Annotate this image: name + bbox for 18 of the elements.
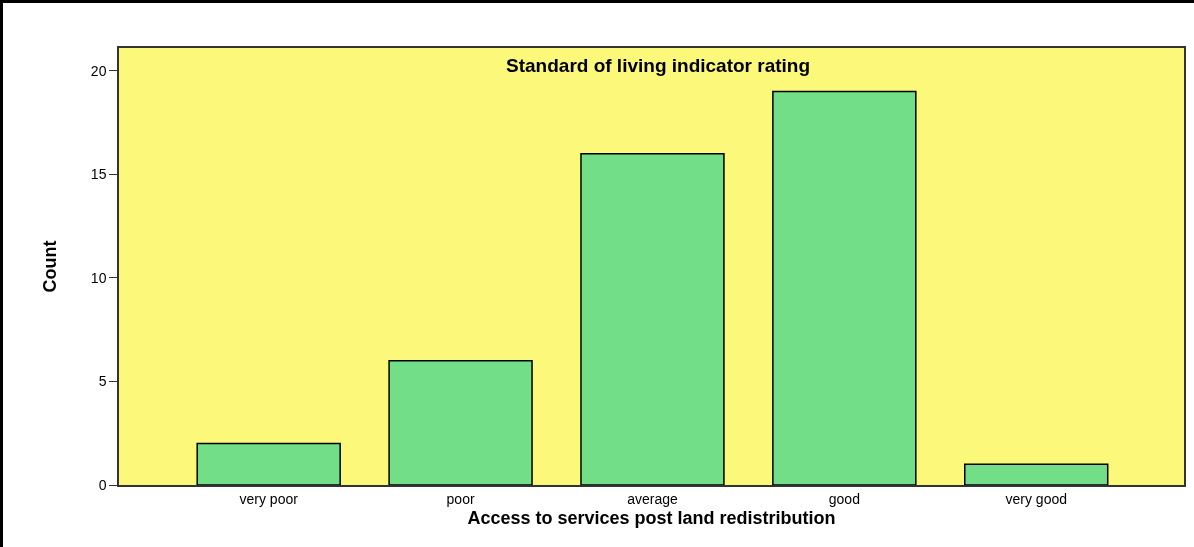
x-axis-title: Access to services post land redistribution (467, 508, 836, 529)
x-tick-label: very poor (239, 490, 299, 507)
y-tick-label: 15 (90, 166, 107, 183)
y-tick-label: 0 (98, 476, 107, 493)
x-tick-label: average (627, 490, 678, 507)
bar (388, 359, 533, 485)
x-tick-label: poor (446, 490, 475, 507)
y-tick-label: 5 (98, 373, 107, 390)
chart-title: Standard of living indicator rating (506, 55, 811, 77)
bar (964, 463, 1109, 485)
x-tick-label: very good (1005, 490, 1067, 507)
x-tick-label: good (828, 490, 860, 507)
y-tick-label: 20 (90, 62, 107, 79)
bar (772, 90, 917, 485)
y-axis-title: Count (39, 240, 60, 293)
bar (580, 152, 725, 485)
bar (196, 442, 341, 485)
y-tick-label: 10 (90, 269, 107, 286)
